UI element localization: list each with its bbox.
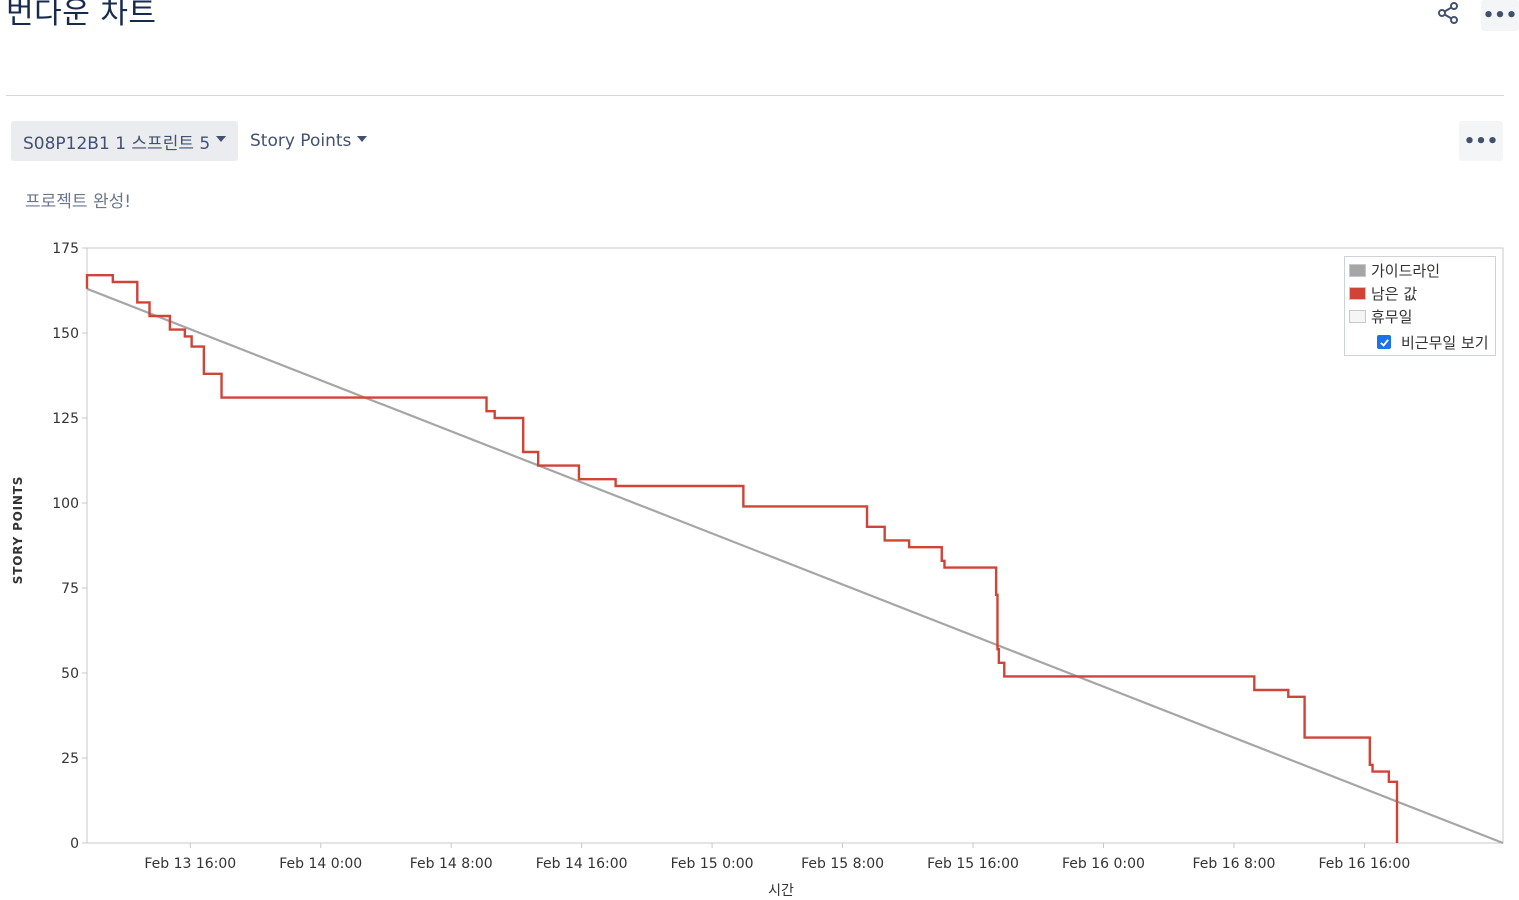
y-tick-label: 50 [61,666,79,682]
x-tick-label: Feb 15 8:00 [801,856,884,872]
y-tick-label: 75 [61,581,79,597]
estimation-select-label: Story Points [250,131,352,151]
y-tick-label: 150 [52,326,79,342]
page-title: 번다운 차트 [6,0,157,31]
y-tick-label: 25 [61,751,79,767]
non-working-swatch [1349,309,1366,323]
legend-item-non-working[interactable]: 휴무일 [1349,306,1412,326]
chart-legend: 가이드라인 남은 값 휴무일 비근무일 보기 [1344,256,1496,356]
sprint-select[interactable]: S08P12B1 1 스프린트 5 [11,121,239,161]
x-tick-label: Feb 14 16:00 [536,856,628,872]
x-tick-label: Feb 13 16:00 [144,856,236,872]
legend-label-remaining: 남은 값 [1371,284,1418,303]
y-tick-label: 175 [52,241,79,257]
more-icon: ••• [1482,5,1518,26]
legend-item-guideline[interactable]: 가이드라인 [1349,260,1440,280]
y-tick-label: 100 [52,496,79,512]
x-tick-label: Feb 14 0:00 [279,856,362,872]
legend-item-remaining[interactable]: 남은 값 [1349,283,1417,303]
guideline-swatch [1349,263,1366,277]
chart-more-button[interactable]: ••• [1459,121,1503,161]
x-tick-label: Feb 15 16:00 [927,856,1019,872]
x-tick-label: Feb 16 8:00 [1192,856,1275,872]
show-non-working-label: 비근무일 보기 [1401,333,1489,352]
chevron-down-icon [216,136,227,142]
x-tick-label: Feb 16 0:00 [1062,856,1145,872]
legend-label-non-working: 휴무일 [1371,307,1413,326]
x-tick-label: Feb 15 0:00 [671,856,754,872]
x-tick-label: Feb 16 16:00 [1318,856,1410,872]
x-tick-label: Feb 14 8:00 [410,856,493,872]
y-axis-label: STORY POINTS [11,475,25,585]
y-tick-label: 0 [70,836,79,852]
remaining-series-line [85,274,1399,843]
checkmark-icon [1379,338,1389,347]
sprint-select-label: S08P12B1 1 스프린트 5 [23,133,211,154]
remaining-swatch [1349,286,1366,300]
header-divider [6,95,1504,96]
show-non-working-checkbox[interactable] [1377,335,1391,349]
plot-area [86,247,1504,844]
share-icon [1438,2,1458,24]
legend-label-guideline: 가이드라인 [1371,261,1441,280]
sprint-status: 프로젝트 완성! [25,192,132,212]
show-non-working-toggle[interactable]: 비근무일 보기 [1377,332,1489,352]
x-axis-label: 시간 [768,883,794,899]
estimation-select[interactable]: Story Points [240,121,377,161]
more-actions-button[interactable]: ••• [1481,0,1519,31]
more-icon: ••• [1463,130,1499,152]
guideline-series-line [86,287,1504,845]
share-button[interactable] [1430,0,1466,26]
y-tick-label: 125 [52,411,79,427]
chevron-down-icon [357,136,368,142]
